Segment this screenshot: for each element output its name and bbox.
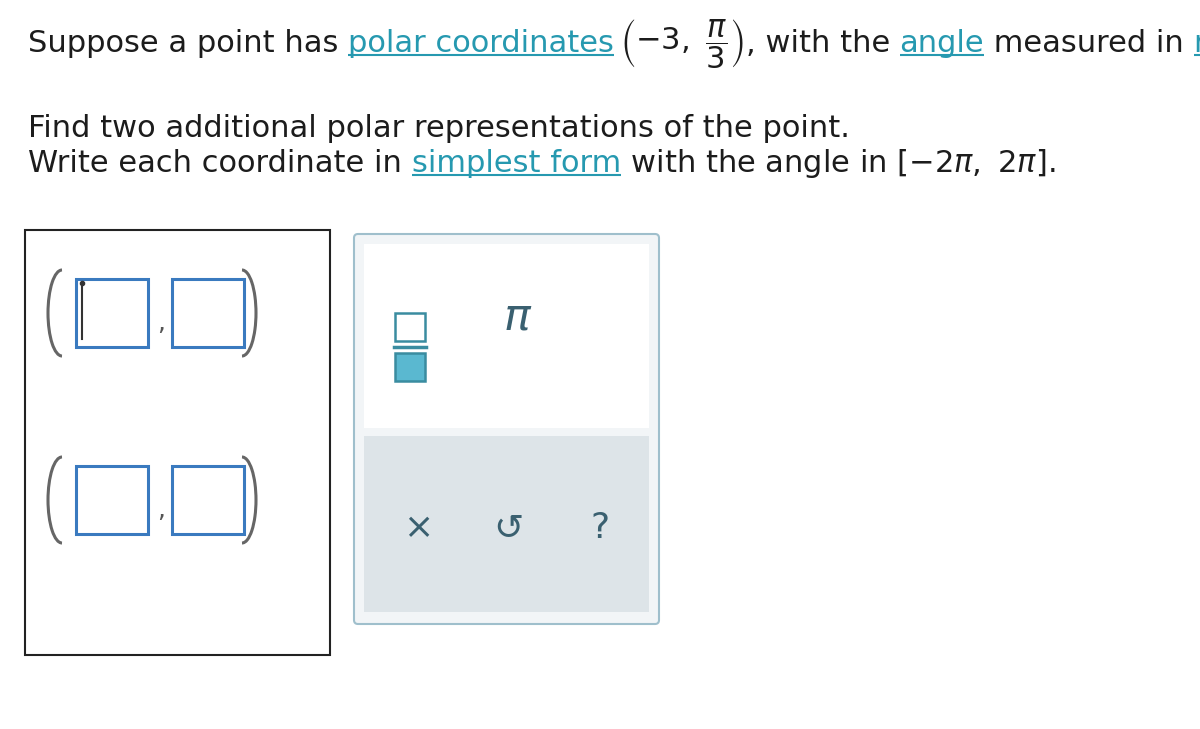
Text: , with the: , with the bbox=[745, 29, 900, 58]
Bar bbox=[364, 244, 649, 428]
Text: $\pi$: $\pi$ bbox=[503, 296, 533, 339]
Bar bbox=[25, 230, 330, 655]
Bar bbox=[364, 436, 649, 612]
Text: radians: radians bbox=[1194, 29, 1200, 58]
Bar bbox=[395, 353, 425, 381]
Text: angle: angle bbox=[900, 29, 984, 58]
Text: ,: , bbox=[157, 498, 166, 522]
Text: measured in: measured in bbox=[984, 29, 1194, 58]
Bar bbox=[172, 466, 244, 534]
Text: polar coordinates: polar coordinates bbox=[348, 29, 614, 58]
Text: $\left(-3,\ \dfrac{\pi}{3}\right)$: $\left(-3,\ \dfrac{\pi}{3}\right)$ bbox=[620, 17, 744, 71]
Text: Find two additional polar representations of the point.: Find two additional polar representation… bbox=[28, 114, 850, 143]
Text: ↺: ↺ bbox=[493, 511, 523, 545]
Text: ,: , bbox=[157, 311, 166, 335]
Text: ×: × bbox=[403, 511, 433, 545]
Bar bbox=[76, 466, 148, 534]
FancyBboxPatch shape bbox=[354, 234, 659, 624]
Text: Suppose a point has: Suppose a point has bbox=[28, 29, 348, 58]
Text: simplest form: simplest form bbox=[412, 149, 620, 178]
Bar bbox=[172, 279, 244, 347]
Text: Write each coordinate in: Write each coordinate in bbox=[28, 149, 412, 178]
Bar bbox=[395, 313, 425, 341]
Bar bbox=[76, 279, 148, 347]
Text: ?: ? bbox=[590, 511, 610, 545]
Text: with the angle in $\left[-2\pi,\ 2\pi\right]$.: with the angle in $\left[-2\pi,\ 2\pi\ri… bbox=[620, 147, 1055, 180]
